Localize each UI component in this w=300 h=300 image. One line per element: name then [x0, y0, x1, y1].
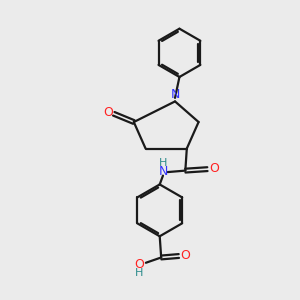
Text: O: O	[209, 162, 219, 175]
Text: H: H	[135, 268, 144, 278]
Text: N: N	[158, 165, 168, 178]
Text: H: H	[159, 158, 167, 168]
Text: N: N	[170, 88, 180, 101]
Text: O: O	[103, 106, 113, 119]
Text: O: O	[134, 258, 144, 271]
Text: O: O	[180, 249, 190, 262]
